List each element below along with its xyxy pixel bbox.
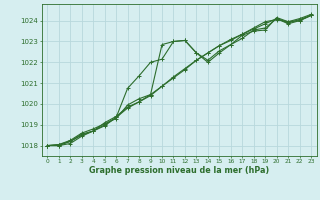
X-axis label: Graphe pression niveau de la mer (hPa): Graphe pression niveau de la mer (hPa) — [89, 166, 269, 175]
